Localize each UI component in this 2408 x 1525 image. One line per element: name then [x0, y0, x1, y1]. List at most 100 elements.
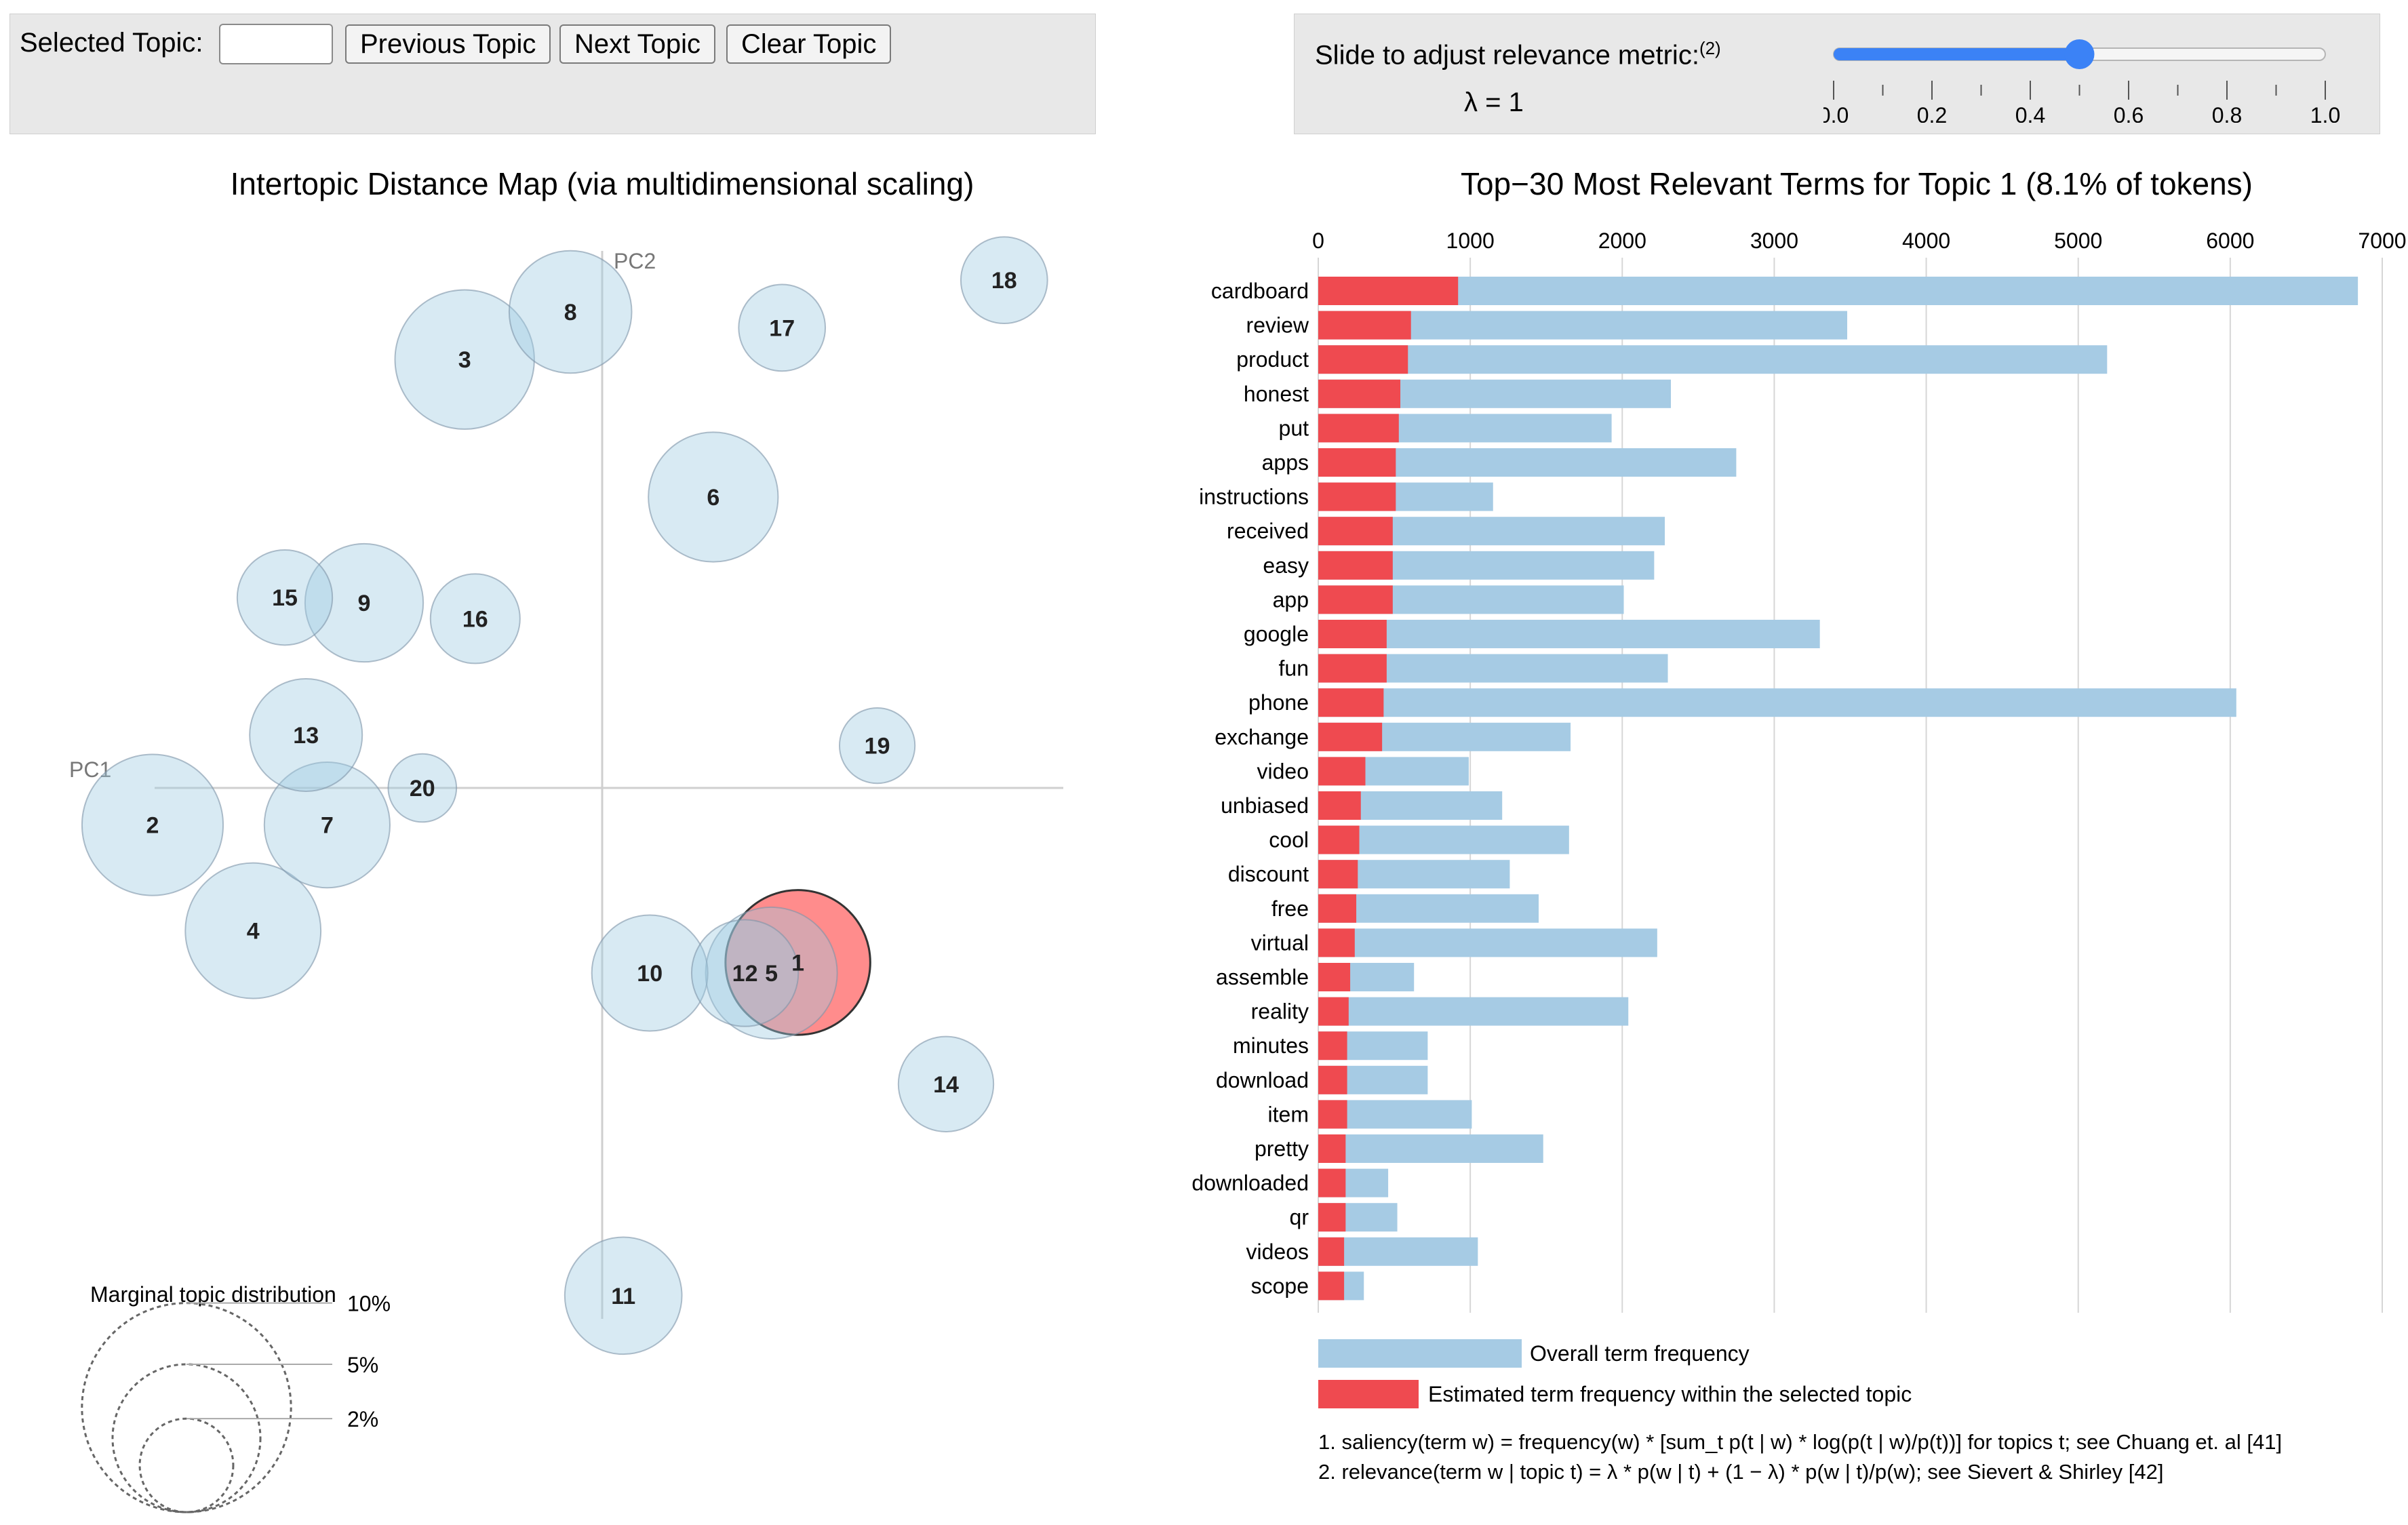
topic-bar-discount[interactable]	[1318, 860, 1358, 889]
topic-bubble-6[interactable]	[648, 431, 779, 563]
overall-bar-videos[interactable]	[1318, 1237, 1478, 1266]
term-label-scope[interactable]: scope	[1251, 1273, 1309, 1298]
topic-bar-pretty[interactable]	[1318, 1134, 1346, 1163]
term-label-download[interactable]: download	[1216, 1068, 1309, 1092]
topic-bubble-8[interactable]	[508, 250, 633, 374]
topic-bubble-1[interactable]	[724, 889, 871, 1036]
overall-bar-item[interactable]	[1318, 1100, 1472, 1129]
overall-bar-instructions[interactable]	[1318, 482, 1493, 511]
topic-bar-scope[interactable]	[1318, 1271, 1345, 1301]
term-label-unbiased[interactable]: unbiased	[1221, 793, 1309, 818]
term-label-phone[interactable]: phone	[1248, 690, 1309, 715]
overall-bar-phone[interactable]	[1318, 688, 2236, 717]
overall-bar-downloaded[interactable]	[1318, 1168, 1389, 1197]
topic-bubble-15[interactable]	[236, 549, 334, 646]
term-label-instructions[interactable]: instructions	[1199, 485, 1309, 509]
topic-bubble-7[interactable]	[263, 761, 391, 889]
overall-bar-assemble[interactable]	[1318, 963, 1415, 991]
topic-bar-phone[interactable]	[1318, 688, 1384, 717]
overall-bar-put[interactable]	[1318, 414, 1612, 443]
overall-bar-unbiased[interactable]	[1318, 791, 1503, 820]
overall-bar-apps[interactable]	[1318, 448, 1737, 477]
topic-bar-assemble[interactable]	[1318, 963, 1351, 991]
topic-bar-review[interactable]	[1318, 311, 1411, 340]
topic-bubble-13[interactable]	[249, 677, 363, 793]
overall-bar-reality[interactable]	[1318, 997, 1629, 1026]
topic-bubble-4[interactable]	[184, 862, 322, 999]
topic-bar-cardboard[interactable]	[1318, 277, 1459, 305]
topic-bubble-2[interactable]	[81, 753, 224, 896]
overall-bar-review[interactable]	[1318, 311, 1848, 340]
term-label-minutes[interactable]: minutes	[1233, 1033, 1309, 1058]
topic-bubble-16[interactable]	[429, 573, 521, 665]
topic-bar-product[interactable]	[1318, 345, 1408, 374]
topic-bar-virtual[interactable]	[1318, 928, 1355, 957]
overall-bar-cool[interactable]	[1318, 825, 1569, 854]
term-label-easy[interactable]: easy	[1263, 553, 1309, 578]
term-label-apps[interactable]: apps	[1262, 450, 1309, 475]
term-label-video[interactable]: video	[1257, 759, 1309, 783]
overall-bar-fun[interactable]	[1318, 654, 1668, 683]
term-label-pretty[interactable]: pretty	[1255, 1136, 1309, 1161]
topic-bubble-18[interactable]	[960, 236, 1048, 325]
term-label-google[interactable]: google	[1244, 622, 1309, 646]
term-label-downloaded[interactable]: downloaded	[1191, 1171, 1309, 1195]
topic-bar-download[interactable]	[1318, 1065, 1347, 1094]
topic-bubble-19[interactable]	[838, 707, 916, 785]
term-label-review[interactable]: review	[1246, 313, 1309, 338]
overall-bar-download[interactable]	[1318, 1065, 1428, 1094]
term-label-item[interactable]: item	[1268, 1102, 1309, 1126]
overall-bar-discount[interactable]	[1318, 860, 1510, 889]
topic-bar-put[interactable]	[1318, 414, 1399, 443]
term-label-cardboard[interactable]: cardboard	[1211, 279, 1309, 303]
topic-bar-unbiased[interactable]	[1318, 791, 1361, 820]
overall-bar-scope[interactable]	[1318, 1271, 1364, 1301]
topic-bar-app[interactable]	[1318, 585, 1393, 614]
topic-bubble-5[interactable]	[705, 906, 838, 1040]
topic-bar-cool[interactable]	[1318, 825, 1360, 854]
term-label-product[interactable]: product	[1236, 347, 1309, 372]
topic-bar-free[interactable]	[1318, 894, 1357, 923]
term-label-reality[interactable]: reality	[1251, 999, 1309, 1024]
term-label-cool[interactable]: cool	[1269, 828, 1309, 852]
overall-bar-video[interactable]	[1318, 757, 1469, 786]
overall-bar-virtual[interactable]	[1318, 928, 1657, 957]
topic-bubble-20[interactable]	[387, 753, 458, 823]
topic-bubble-11[interactable]	[564, 1236, 683, 1355]
term-label-exchange[interactable]: exchange	[1215, 725, 1309, 749]
topic-bar-downloaded[interactable]	[1318, 1168, 1346, 1197]
term-label-put[interactable]: put	[1279, 416, 1309, 440]
topic-bar-google[interactable]	[1318, 620, 1387, 648]
topic-bar-videos[interactable]	[1318, 1237, 1345, 1266]
topic-bar-reality[interactable]	[1318, 997, 1349, 1026]
overall-bar-qr[interactable]	[1318, 1203, 1398, 1232]
topic-bar-minutes[interactable]	[1318, 1031, 1347, 1061]
topic-bubble-12[interactable]	[690, 919, 800, 1027]
topic-bubble-10[interactable]	[591, 914, 709, 1032]
next-topic-button[interactable]: Next Topic	[559, 24, 716, 64]
clear-topic-button[interactable]: Clear Topic	[726, 24, 892, 64]
term-label-qr[interactable]: qr	[1290, 1205, 1309, 1229]
overall-bar-free[interactable]	[1318, 894, 1539, 923]
previous-topic-button[interactable]: Previous Topic	[345, 24, 551, 64]
overall-bar-pretty[interactable]	[1318, 1134, 1543, 1163]
topic-bar-video[interactable]	[1318, 757, 1366, 786]
topic-bubble-3[interactable]	[394, 289, 535, 430]
overall-bar-exchange[interactable]	[1318, 722, 1571, 751]
topic-bar-qr[interactable]	[1318, 1203, 1346, 1232]
relevance-slider[interactable]: 0.0 0.2 0.4 0.6 0.8 1.0	[1823, 14, 2366, 123]
topic-bar-received[interactable]	[1318, 517, 1393, 546]
term-label-honest[interactable]: honest	[1244, 382, 1309, 406]
topic-bar-honest[interactable]	[1318, 379, 1401, 408]
topic-bubble-9[interactable]	[304, 542, 425, 663]
slider-handle[interactable]	[2064, 39, 2095, 69]
topic-bubble-14[interactable]	[897, 1035, 995, 1132]
topic-bar-fun[interactable]	[1318, 654, 1387, 683]
term-label-discount[interactable]: discount	[1228, 862, 1309, 886]
term-label-app[interactable]: app	[1273, 587, 1309, 612]
overall-bar-minutes[interactable]	[1318, 1031, 1428, 1061]
topic-bar-exchange[interactable]	[1318, 722, 1383, 751]
overall-bar-cardboard[interactable]	[1318, 277, 2358, 305]
overall-bar-product[interactable]	[1318, 345, 2108, 374]
overall-bar-app[interactable]	[1318, 585, 1624, 614]
